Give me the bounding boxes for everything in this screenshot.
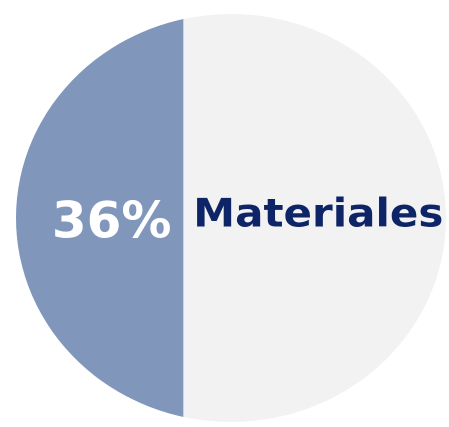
- category-label: Materiales: [193, 192, 443, 237]
- value-label: 36%: [52, 192, 172, 250]
